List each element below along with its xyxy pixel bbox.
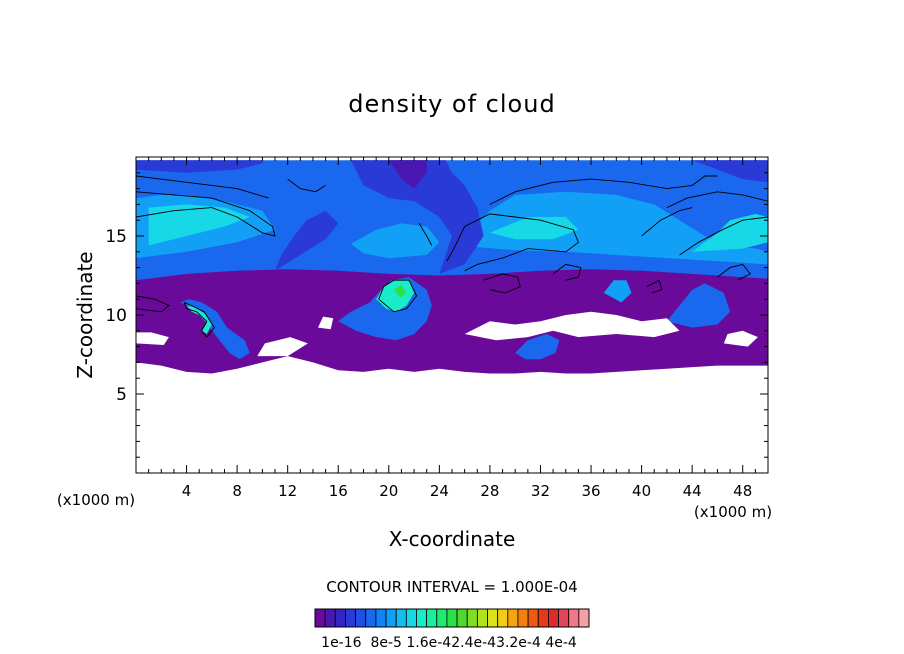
- colorbar-swatch-3: [345, 608, 356, 628]
- colorbar-swatch-26: [578, 608, 590, 628]
- contour-line-3: [183, 301, 215, 338]
- contour-line-15: [287, 178, 326, 193]
- density-region-13: [180, 299, 250, 360]
- density-region-8: [350, 160, 484, 274]
- colorbar-swatch-12: [436, 608, 448, 628]
- contour-line-2: [136, 295, 170, 313]
- density-region-12: [388, 160, 427, 189]
- contour-line-8: [666, 191, 768, 209]
- density-region-10: [136, 160, 263, 173]
- colorbar-swatch-20: [517, 608, 529, 628]
- plot-area: [136, 157, 768, 473]
- colorbar-swatch-2: [334, 608, 346, 628]
- y-axis-label: Z-coordinate: [73, 251, 97, 378]
- colorbar-swatch-23: [548, 608, 559, 628]
- density-regions: [136, 160, 768, 374]
- colorbar-swatch-14: [456, 608, 468, 628]
- x-tick-label-36: 36: [581, 482, 600, 500]
- y-tick-label-10: 10: [105, 306, 127, 326]
- clear-region-2: [464, 311, 680, 341]
- contour-line-4: [378, 279, 418, 313]
- x-unit-left: (x1000 m): [57, 491, 135, 509]
- colorbar-swatch-18: [497, 608, 509, 628]
- contour-line-7: [489, 175, 718, 205]
- density-region-20: [515, 334, 560, 360]
- colorbar-swatch-4: [355, 608, 367, 628]
- density-region-9: [275, 210, 339, 271]
- contour-line-11: [483, 273, 521, 294]
- axis-ticks: [135, 156, 769, 474]
- colorbar-swatch-10: [416, 608, 428, 628]
- colorbar-swatch-8: [395, 608, 407, 628]
- clear-region-1: [257, 337, 308, 357]
- clear-region-4: [318, 316, 334, 330]
- colorbar-swatch-15: [466, 608, 478, 628]
- x-tick-label-48: 48: [733, 482, 752, 500]
- contour-line-0: [136, 191, 276, 237]
- colorbar-swatch-19: [507, 608, 519, 628]
- density-region-3: [350, 223, 440, 259]
- density-region-17: [393, 285, 407, 298]
- contour-line-5: [418, 223, 433, 246]
- x-unit-right: (x1000 m): [694, 503, 772, 521]
- density-region-16: [376, 280, 415, 312]
- contour-line-10: [679, 216, 768, 256]
- x-tick-label-44: 44: [683, 482, 702, 500]
- colorbar-swatch-22: [537, 608, 549, 628]
- clear-regions: [136, 311, 758, 357]
- x-tick-label-20: 20: [379, 482, 398, 500]
- clear-region-0: [136, 332, 169, 345]
- colorbar-swatch-24: [558, 608, 570, 628]
- contour-line-1: [136, 175, 269, 199]
- density-region-19: [603, 280, 632, 303]
- contour-line-13: [646, 279, 663, 294]
- contour-line-14: [717, 263, 751, 281]
- colorbar-frame: [314, 608, 590, 628]
- x-tick-label-24: 24: [430, 482, 449, 500]
- colorbar-swatch-17: [487, 608, 499, 628]
- x-axis-label: X-coordinate: [389, 527, 516, 551]
- contour-line-9: [641, 207, 693, 237]
- density-region-14: [186, 305, 212, 334]
- contour-line-12: [552, 263, 582, 281]
- contour-lines: [136, 175, 768, 338]
- y-tick-label-15: 15: [105, 227, 127, 247]
- x-tick-label-40: 40: [632, 482, 651, 500]
- clear-region-3: [723, 330, 758, 347]
- density-region-6: [489, 217, 579, 240]
- colorbar-swatch-0: [314, 608, 326, 628]
- density-region-7: [692, 213, 768, 252]
- colorbar-swatch-1: [324, 608, 336, 628]
- colorbar-swatch-9: [405, 608, 417, 628]
- contour-line-6: [446, 213, 579, 272]
- density-region-18: [666, 283, 731, 328]
- contour-interval: CONTOUR INTERVAL = 1.000E-04: [326, 578, 577, 596]
- colorbar-swatch-6: [375, 608, 387, 628]
- x-tick-label-12: 12: [278, 482, 297, 500]
- density-region-11: [692, 160, 768, 183]
- density-region-5: [148, 204, 250, 246]
- colorbar-swatch-7: [385, 608, 397, 628]
- x-tick-label-32: 32: [531, 482, 550, 500]
- colorbar-swatch-25: [568, 608, 580, 628]
- colorbar-swatch-5: [365, 608, 377, 628]
- x-tick-label-16: 16: [329, 482, 348, 500]
- colorbar: [314, 608, 590, 628]
- colorbar-labels: 1e-16 8e-5 1.6e-42.4e-43.2e-4 4e-4: [321, 635, 577, 651]
- x-tick-label-8: 8: [232, 482, 242, 500]
- density-region-21: [452, 292, 503, 309]
- colorbar-swatch-16: [476, 608, 488, 628]
- colorbar-swatch-13: [446, 608, 458, 628]
- x-tick-label-28: 28: [480, 482, 499, 500]
- colorbar-swatch-21: [527, 608, 539, 628]
- chart-title: density of cloud: [348, 90, 555, 118]
- x-tick-label-4: 4: [182, 482, 192, 500]
- colorbar-swatch-11: [426, 608, 438, 628]
- y-tick-label-5: 5: [116, 385, 127, 405]
